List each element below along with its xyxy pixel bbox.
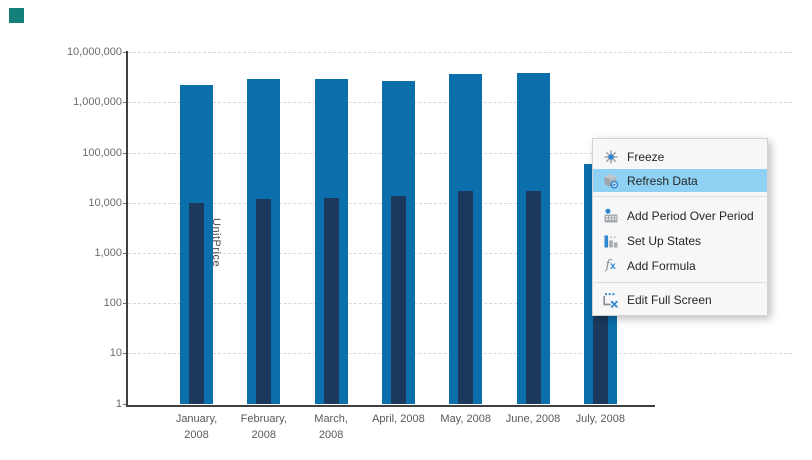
- gridline: [128, 303, 768, 305]
- menu-item-label: Freeze: [627, 149, 665, 164]
- x-tick-label-line: March,: [314, 413, 348, 425]
- y-tick-label: 10,000,000: [66, 46, 122, 59]
- context-menu: Freeze Refresh Data: [592, 138, 768, 316]
- gridline: [128, 252, 768, 254]
- x-tick-label-line: 2008: [251, 429, 277, 441]
- y-axis-tick: [122, 303, 128, 305]
- gridline: [128, 202, 768, 204]
- y-axis-tick: [122, 403, 128, 405]
- set-up-states-icon: [602, 232, 619, 249]
- edit-full-screen-icon: [602, 292, 619, 309]
- refresh-data-icon: [602, 172, 619, 189]
- y-tick-label: 1,000: [94, 246, 122, 259]
- menu-item-add-period-over-period[interactable]: Add Period Over Period: [593, 203, 767, 228]
- menu-item-label: Refresh Data: [627, 173, 698, 188]
- x-tick-label-line: January,: [175, 413, 218, 425]
- x-tick-label-line: May, 2008: [440, 413, 491, 425]
- menu-item-edit-full-screen[interactable]: Edit Full Screen: [593, 287, 767, 313]
- menu-item-add-formula[interactable]: fx Add Formula: [593, 253, 767, 278]
- y-axis-tick: [122, 353, 128, 355]
- x-tick-label-line: February,: [240, 413, 287, 425]
- bar-unitprice-may-2008[interactable]: [458, 191, 474, 405]
- gridline: [128, 52, 792, 54]
- y-axis-tick: [122, 152, 128, 154]
- gridline: [128, 152, 768, 154]
- y-tick-label: 10,000: [88, 196, 122, 209]
- x-tick-label-line: April, 2008: [372, 413, 425, 425]
- y-axis-tick: [122, 252, 128, 254]
- y-axis-line: [126, 51, 128, 406]
- y-axis-tick: [122, 52, 128, 54]
- bar-unitprice-january-2008[interactable]: [189, 202, 204, 405]
- x-tick-label: July, 2008: [552, 411, 648, 427]
- menu-item-set-up-states[interactable]: Set Up States: [593, 228, 767, 253]
- menu-separator: [594, 196, 766, 197]
- bar-unitprice-march-2008[interactable]: [323, 197, 339, 405]
- y-tick-label: 100: [103, 297, 122, 310]
- x-tick-label-line: June, 2008: [505, 413, 561, 425]
- x-tick-label: April, 2008: [350, 411, 446, 427]
- y-axis-title: UnitPrice: [210, 218, 222, 268]
- y-axis-tick: [122, 202, 128, 204]
- y-axis-tick: [122, 102, 128, 104]
- x-tick-label-line: July, 2008: [575, 413, 625, 425]
- bar-unitprice-february-2008[interactable]: [256, 198, 272, 405]
- menu-item-label: Add Period Over Period: [627, 208, 754, 223]
- menu-item-label: Edit Full Screen: [627, 293, 712, 307]
- menu-item-freeze[interactable]: Freeze: [593, 144, 767, 169]
- y-tick-label: 1: [115, 397, 122, 410]
- y-tick-label: 1,000,000: [73, 96, 122, 109]
- y-tick-label: 100,000: [82, 146, 122, 159]
- x-tick-label-line: 2008: [184, 429, 209, 441]
- menu-item-label: Add Formula: [627, 258, 696, 273]
- menu-separator: [594, 282, 766, 283]
- x-tick-label: June, 2008: [485, 411, 581, 427]
- x-axis-line: [126, 405, 655, 407]
- x-tick-label: February, 2008: [216, 411, 312, 443]
- teal-color-chip: [9, 8, 24, 23]
- x-tick-label: May, 2008: [418, 411, 514, 427]
- bar-unitprice-june-2008[interactable]: [525, 191, 541, 405]
- add-formula-icon: fx: [605, 258, 616, 273]
- x-tick-label-line: 2008: [318, 429, 344, 441]
- y-tick-label: 10: [109, 347, 122, 360]
- x-tick-label: March, 2008: [283, 411, 379, 443]
- freeze-icon: [602, 148, 619, 165]
- menu-item-label: Set Up States: [627, 233, 702, 248]
- bar-unitprice-april-2008[interactable]: [390, 196, 406, 405]
- add-period-over-period-icon: [602, 207, 619, 224]
- x-tick-label: January, 2008: [149, 411, 245, 443]
- menu-item-refresh-data[interactable]: Refresh Data: [593, 169, 767, 192]
